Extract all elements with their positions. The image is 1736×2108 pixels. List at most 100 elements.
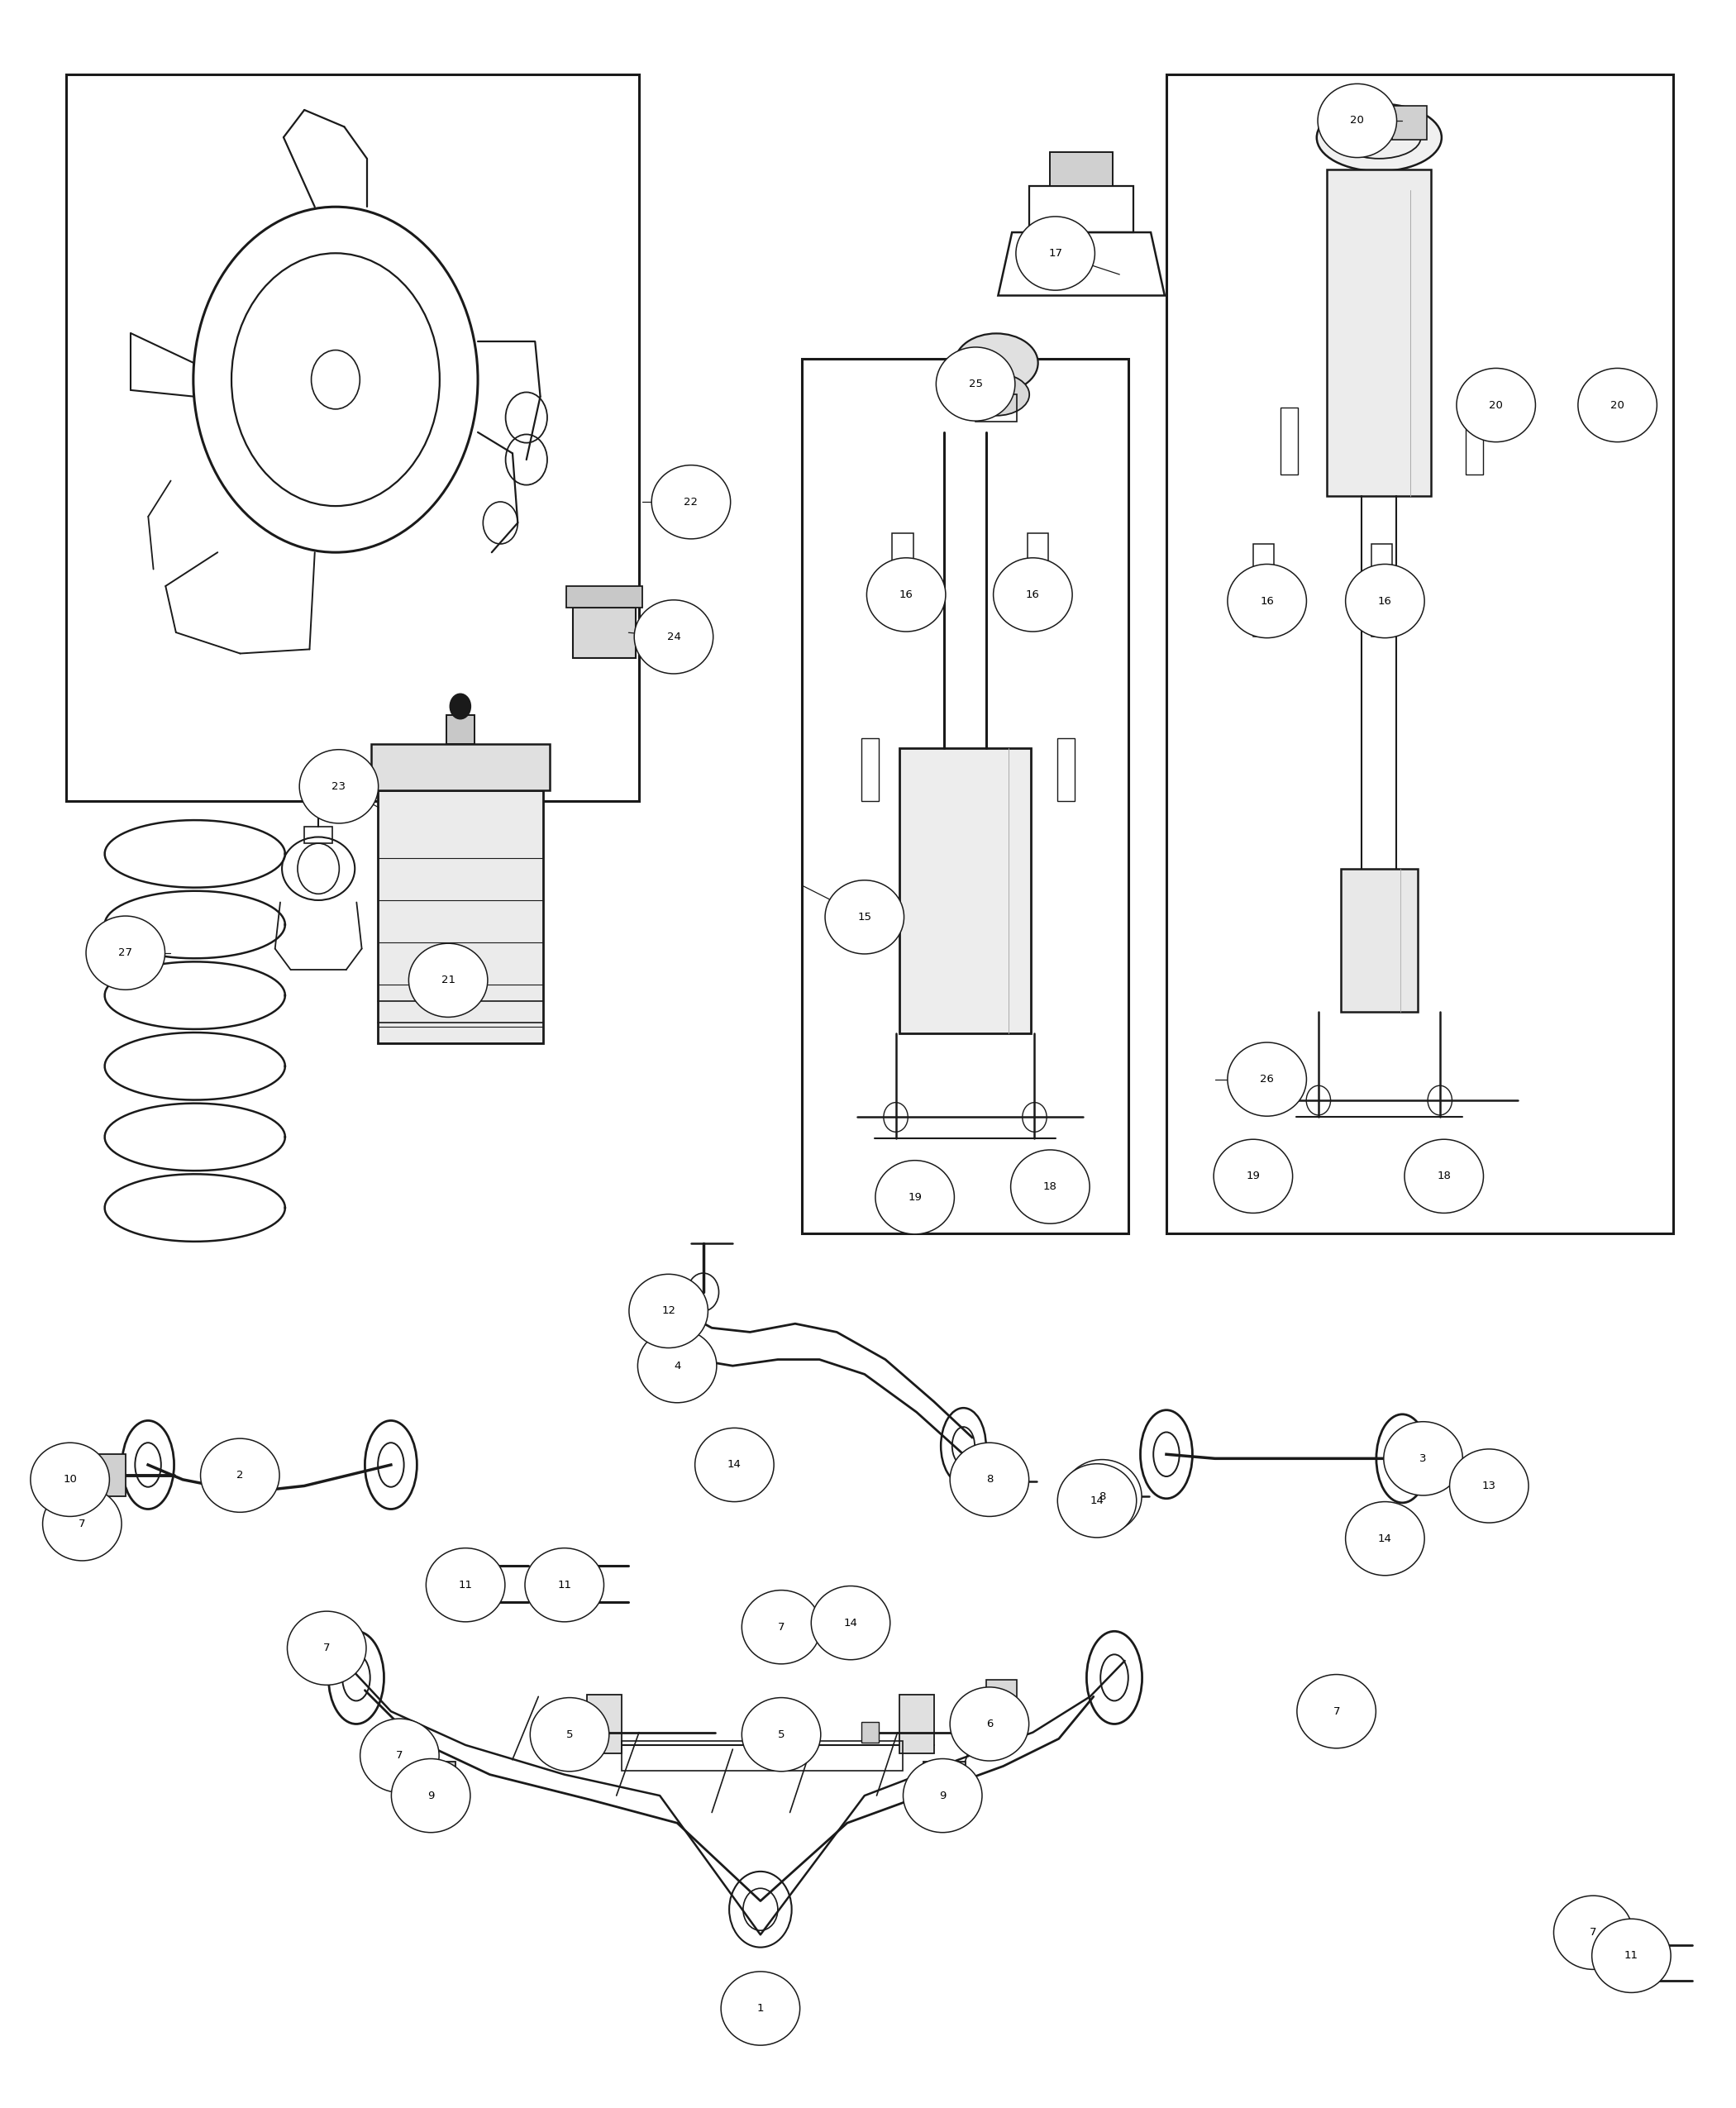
Bar	[924, 1762, 965, 1813]
Bar	[861, 738, 878, 801]
Text: 24: 24	[667, 632, 681, 643]
Ellipse shape	[955, 333, 1038, 392]
Ellipse shape	[637, 1328, 717, 1402]
Bar	[892, 533, 913, 626]
Ellipse shape	[903, 1758, 983, 1832]
Text: 16: 16	[899, 590, 913, 601]
Ellipse shape	[359, 1718, 439, 1792]
Ellipse shape	[1010, 1149, 1090, 1223]
Circle shape	[450, 694, 470, 719]
Ellipse shape	[1213, 1138, 1293, 1212]
Ellipse shape	[1062, 1459, 1142, 1533]
Ellipse shape	[1450, 1448, 1528, 1522]
Bar	[802, 358, 1128, 1233]
Ellipse shape	[950, 1686, 1029, 1760]
Bar	[1253, 544, 1274, 637]
Bar	[1050, 152, 1113, 186]
Text: 6: 6	[986, 1718, 993, 1729]
Bar	[1279, 407, 1297, 474]
Text: 2: 2	[236, 1469, 243, 1480]
Text: 5: 5	[778, 1729, 785, 1739]
Bar	[587, 1722, 604, 1743]
Bar	[587, 1695, 621, 1754]
Text: 22: 22	[684, 497, 698, 508]
Ellipse shape	[1227, 1043, 1307, 1115]
Bar	[372, 744, 550, 790]
Bar	[861, 1722, 878, 1743]
Text: 14: 14	[727, 1459, 741, 1469]
Ellipse shape	[993, 559, 1073, 632]
Ellipse shape	[1316, 103, 1441, 171]
Text: 20: 20	[1611, 401, 1625, 411]
Text: 8: 8	[986, 1473, 993, 1484]
Ellipse shape	[524, 1547, 604, 1621]
Ellipse shape	[286, 1611, 366, 1684]
Bar	[986, 1680, 1017, 1739]
Text: 20: 20	[1351, 116, 1364, 126]
Ellipse shape	[1297, 1674, 1377, 1748]
Ellipse shape	[1404, 1138, 1484, 1212]
Text: 21: 21	[441, 974, 455, 987]
Text: 25: 25	[969, 379, 983, 390]
Bar	[1392, 105, 1427, 139]
Bar	[1371, 544, 1392, 637]
Ellipse shape	[936, 348, 1016, 422]
Bar	[990, 1471, 1017, 1492]
Text: 16: 16	[1026, 590, 1040, 601]
Text: 10: 10	[62, 1473, 76, 1484]
Text: 26: 26	[1260, 1073, 1274, 1086]
Text: 7: 7	[1333, 1705, 1340, 1716]
Bar	[1057, 738, 1075, 801]
Bar	[1496, 382, 1524, 411]
Ellipse shape	[1578, 369, 1656, 443]
Ellipse shape	[741, 1589, 821, 1663]
Ellipse shape	[875, 1159, 955, 1233]
Text: 11: 11	[557, 1579, 571, 1589]
Ellipse shape	[1345, 1501, 1425, 1575]
Text: 9: 9	[427, 1790, 434, 1800]
Ellipse shape	[963, 373, 1029, 415]
Text: 11: 11	[1625, 1950, 1639, 1960]
Bar	[304, 826, 332, 843]
Ellipse shape	[87, 917, 165, 991]
Text: 4: 4	[674, 1360, 681, 1370]
Text: 14: 14	[844, 1617, 858, 1627]
Ellipse shape	[720, 1971, 800, 2045]
Bar	[573, 607, 635, 658]
Text: 5: 5	[566, 1729, 573, 1739]
Ellipse shape	[299, 750, 378, 824]
Text: 16: 16	[1378, 597, 1392, 607]
Text: 27: 27	[118, 946, 132, 959]
Ellipse shape	[1016, 217, 1095, 291]
Text: 1: 1	[757, 2003, 764, 2013]
Ellipse shape	[950, 1442, 1029, 1516]
Ellipse shape	[529, 1697, 609, 1771]
Text: 7: 7	[78, 1518, 85, 1528]
Ellipse shape	[1384, 1421, 1463, 1495]
Ellipse shape	[825, 881, 904, 955]
Ellipse shape	[391, 1758, 470, 1832]
Ellipse shape	[634, 601, 713, 675]
Bar	[1167, 74, 1674, 1233]
Ellipse shape	[1227, 565, 1307, 639]
Bar	[899, 748, 1031, 1033]
Text: 14: 14	[1378, 1533, 1392, 1543]
Ellipse shape	[866, 559, 946, 632]
Ellipse shape	[43, 1486, 122, 1560]
Text: 20: 20	[1489, 401, 1503, 411]
Bar	[1102, 1486, 1130, 1507]
Text: 17: 17	[1049, 249, 1062, 259]
Text: 7: 7	[1590, 1927, 1597, 1937]
Bar	[1618, 382, 1646, 411]
Ellipse shape	[1554, 1895, 1632, 1969]
Text: 19: 19	[1246, 1170, 1260, 1183]
Ellipse shape	[651, 466, 731, 540]
Bar	[446, 715, 474, 744]
Ellipse shape	[741, 1697, 821, 1771]
Bar	[1326, 169, 1430, 495]
Ellipse shape	[1457, 369, 1535, 443]
Ellipse shape	[1592, 1918, 1670, 1992]
Ellipse shape	[1057, 1463, 1137, 1537]
Bar	[1029, 186, 1134, 232]
Text: 8: 8	[1099, 1490, 1106, 1501]
